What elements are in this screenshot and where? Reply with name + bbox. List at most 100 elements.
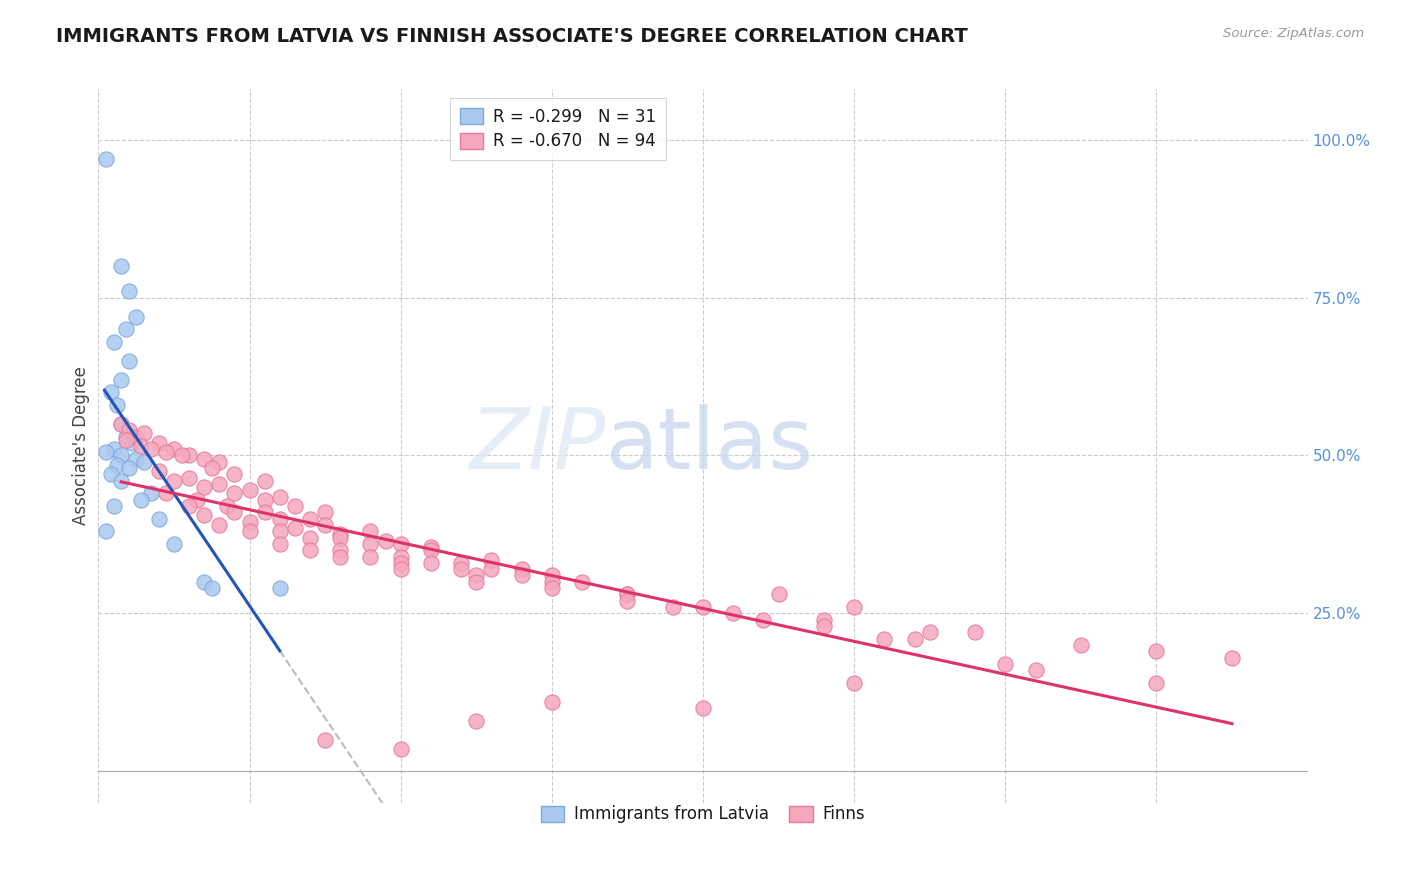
Y-axis label: Associate's Degree: Associate's Degree (72, 367, 90, 525)
Point (114, 429, 136, 443)
Point (873, 632, 896, 646)
Point (170, 449, 193, 463)
Point (110, 449, 132, 463)
Point (844, 600, 866, 615)
Point (314, 732, 336, 747)
Point (571, 574, 593, 589)
Point (100, 385, 122, 400)
Point (465, 568, 488, 582)
Point (768, 587, 790, 601)
Point (465, 574, 488, 589)
Point (616, 587, 638, 601)
Point (110, 373, 132, 387)
Legend: Immigrants from Latvia, Finns: Immigrants from Latvia, Finns (534, 799, 872, 830)
Point (224, 486, 246, 500)
Point (114, 433, 136, 447)
Point (103, 442, 125, 457)
Point (329, 531, 352, 545)
Point (110, 417, 132, 431)
Point (239, 515, 262, 529)
Point (94, 524, 117, 539)
Point (208, 517, 231, 532)
Point (329, 549, 352, 564)
Point (155, 486, 177, 500)
Point (155, 445, 177, 459)
Point (193, 480, 215, 494)
Point (129, 439, 152, 453)
Point (1070, 638, 1092, 652)
Point (616, 593, 638, 607)
Point (299, 531, 322, 545)
Point (208, 476, 231, 491)
Point (239, 524, 262, 539)
Point (148, 435, 170, 450)
Point (269, 581, 291, 595)
Point (208, 455, 231, 469)
Point (129, 492, 152, 507)
Point (1024, 663, 1046, 677)
Point (132, 455, 155, 469)
Point (110, 259, 132, 273)
Point (193, 508, 215, 523)
Point (661, 600, 683, 615)
Point (813, 619, 835, 633)
Point (1146, 675, 1168, 690)
Point (94, 445, 117, 459)
Point (360, 524, 382, 539)
Point (269, 511, 291, 525)
Point (284, 499, 307, 513)
Point (163, 442, 186, 457)
Point (813, 613, 835, 627)
Point (540, 581, 562, 595)
Point (1146, 644, 1168, 658)
Point (125, 451, 148, 466)
Point (269, 537, 291, 551)
Point (193, 574, 215, 589)
Point (510, 562, 533, 576)
Point (692, 701, 714, 715)
Point (299, 511, 322, 525)
Point (103, 334, 125, 349)
Point (163, 537, 186, 551)
Point (844, 675, 866, 690)
Point (360, 537, 382, 551)
Point (389, 537, 412, 551)
Point (105, 398, 128, 412)
Point (269, 490, 291, 504)
Point (329, 543, 352, 558)
Point (360, 549, 382, 564)
Point (540, 695, 562, 709)
Point (389, 562, 412, 576)
Point (253, 492, 276, 507)
Point (114, 322, 136, 336)
Point (118, 423, 141, 437)
Point (121, 435, 143, 450)
Point (481, 562, 503, 576)
Point (540, 568, 562, 582)
Point (420, 543, 443, 558)
Point (148, 464, 170, 478)
Point (105, 458, 128, 472)
Point (179, 449, 201, 463)
Point (284, 521, 307, 535)
Point (132, 426, 155, 441)
Point (141, 442, 163, 457)
Point (904, 632, 927, 646)
Point (723, 607, 745, 621)
Point (100, 467, 122, 482)
Point (692, 600, 714, 615)
Point (616, 587, 638, 601)
Point (314, 505, 336, 519)
Point (224, 505, 246, 519)
Point (965, 625, 987, 640)
Point (450, 556, 472, 570)
Point (125, 429, 148, 443)
Point (118, 461, 141, 475)
Point (179, 470, 201, 484)
Point (374, 533, 396, 548)
Point (125, 310, 148, 324)
Point (752, 613, 775, 627)
Point (193, 451, 215, 466)
Point (239, 483, 262, 498)
Text: IMMIGRANTS FROM LATVIA VS FINNISH ASSOCIATE'S DEGREE CORRELATION CHART: IMMIGRANTS FROM LATVIA VS FINNISH ASSOCI… (56, 27, 967, 45)
